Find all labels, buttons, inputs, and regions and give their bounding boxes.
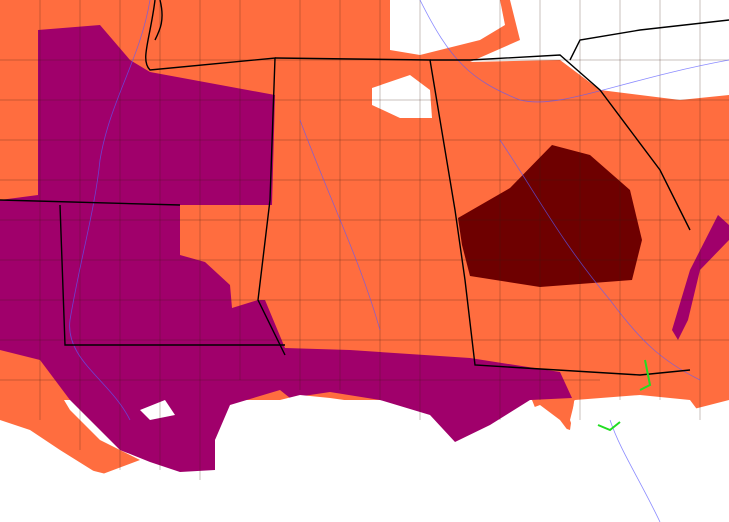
white-region: [390, 0, 505, 55]
white-region: [470, 0, 729, 100]
orange-region: [0, 350, 140, 475]
water: [140, 400, 175, 420]
river-highlight: [597, 359, 652, 432]
state-borders: [0, 0, 729, 376]
rivers: [69, 0, 729, 522]
white-region: [372, 75, 432, 118]
darkred-region: [458, 145, 642, 287]
white-region: [570, 395, 729, 522]
water: [0, 395, 620, 522]
county-lines: [0, 0, 729, 480]
magenta-region: [672, 215, 729, 340]
orange-region: [530, 395, 575, 430]
magenta-region: [0, 25, 572, 472]
